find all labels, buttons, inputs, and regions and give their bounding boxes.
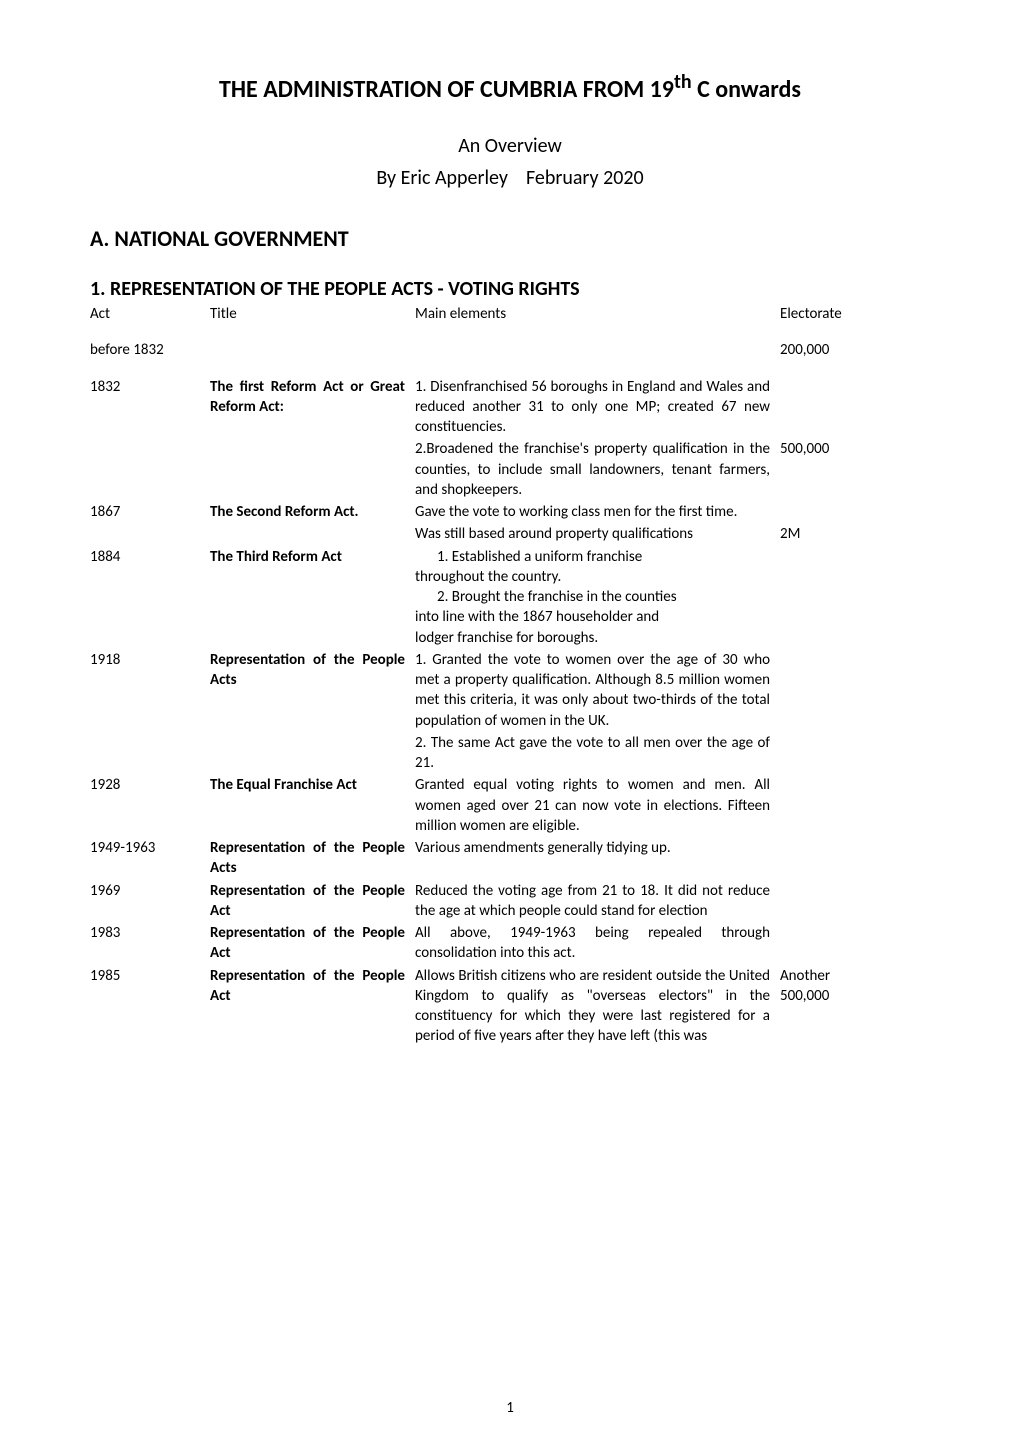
cell-main: All above, 1949-1963 being repealed thro…: [415, 923, 780, 964]
table-body: before 1832 200,000 1832The first Reform A…: [90, 340, 930, 1046]
title-suffix: C onwards: [692, 75, 801, 104]
document-subtitle: An Overview: [90, 134, 930, 158]
byline-date: February 2020: [526, 166, 644, 190]
document-title: THE ADMINISTRATION OF CUMBRIA FROM 19th …: [90, 70, 930, 104]
table-row: 1884The Third Reform Act1. Established a…: [90, 547, 930, 648]
cell-main: 2. The same Act gave the vote to all men…: [415, 733, 780, 774]
cell-title: The Second Reform Act.: [210, 502, 415, 522]
cell-title: The Third Reform Act: [210, 547, 415, 567]
cell-act: 1969: [90, 881, 210, 901]
spacer: [90, 363, 930, 377]
cell-title: The first Reform Act or Great Reform Act…: [210, 377, 415, 418]
cell-main: Granted equal voting rights to women and…: [415, 775, 780, 836]
cell-act: 1949-1963: [90, 838, 210, 858]
cell-main: 1. Established a uniform franchisethroug…: [415, 547, 780, 648]
table-row: 1867The Second Reform Act.Gave the vote …: [90, 502, 930, 522]
table-row: 2.Broadened the franchise's property qua…: [90, 439, 930, 500]
cell-main: 1. Granted the vote to women over the ag…: [415, 650, 780, 731]
cell-electorate: Another 500,000: [780, 966, 875, 1007]
cell-title: Representation of the People Act: [210, 923, 415, 964]
table-row: 1969Representation of the People ActRedu…: [90, 881, 930, 922]
table-row: 1832The first Reform Act or Great Reform…: [90, 377, 930, 438]
cell-main: 1. Disenfranchised 56 boroughs in Englan…: [415, 377, 780, 438]
header-title: Title: [210, 304, 415, 324]
title-super: th: [674, 70, 692, 94]
table-row: 1949-1963Representation of the People Ac…: [90, 838, 930, 879]
subsection-1-header: 1. REPRESENTATION OF THE PEOPLE ACTS - V…: [90, 277, 930, 301]
cell-title: Representation of the People Acts: [210, 650, 415, 691]
cell-act: 1983: [90, 923, 210, 943]
cell-act: 1884: [90, 547, 210, 567]
document-byline: By Eric Apperley February 2020: [90, 166, 930, 190]
cell-act: before 1832: [90, 340, 210, 360]
table-row: 1983Representation of the People ActAll …: [90, 923, 930, 964]
page-number: 1: [0, 1399, 1020, 1417]
cell-main: Various amendments generally tidying up.: [415, 838, 780, 858]
header-act: Act: [90, 304, 210, 324]
cell-main: Was still based around property qualific…: [415, 524, 780, 544]
cell-main: Allows British citizens who are resident…: [415, 966, 780, 1047]
table-row: 1918Representation of the People Acts1. …: [90, 650, 930, 731]
table-row: 1985Representation of the People ActAllo…: [90, 966, 930, 1047]
cell-title: Representation of the People Acts: [210, 838, 415, 879]
cell-act: 1985: [90, 966, 210, 986]
cell-main: Gave the vote to working class men for t…: [415, 502, 780, 522]
cell-main: 2.Broadened the franchise's property qua…: [415, 439, 780, 500]
table-row: before 1832 200,000: [90, 340, 930, 360]
cell-act: 1832: [90, 377, 210, 397]
header-main: Main elements: [415, 304, 780, 324]
cell-electorate: 200,000: [780, 340, 875, 360]
cell-act: 1867: [90, 502, 210, 522]
cell-title: Representation of the People Act: [210, 966, 415, 1007]
byline-author: By Eric Apperley: [376, 166, 508, 190]
cell-act: 1918: [90, 650, 210, 670]
table-row: 2. The same Act gave the vote to all men…: [90, 733, 930, 774]
cell-title: Representation of the People Act: [210, 881, 415, 922]
cell-electorate: 2M: [780, 524, 875, 544]
cell-main: Reduced the voting age from 21 to 18. It…: [415, 881, 780, 922]
section-a-header: A. NATIONAL GOVERNMENT: [90, 225, 930, 252]
table-header-row: Act Title Main elements Electorate: [90, 304, 930, 324]
title-prefix: THE ADMINISTRATION OF CUMBRIA FROM 19: [219, 75, 674, 104]
cell-electorate: 500,000: [780, 439, 875, 459]
table-row: Was still based around property qualific…: [90, 524, 930, 544]
cell-act: 1928: [90, 775, 210, 795]
cell-title: The Equal Franchise Act: [210, 775, 415, 795]
header-electorate: Electorate: [780, 304, 875, 324]
table-row: 1928The Equal Franchise ActGranted equal…: [90, 775, 930, 836]
spacer: [90, 326, 930, 340]
